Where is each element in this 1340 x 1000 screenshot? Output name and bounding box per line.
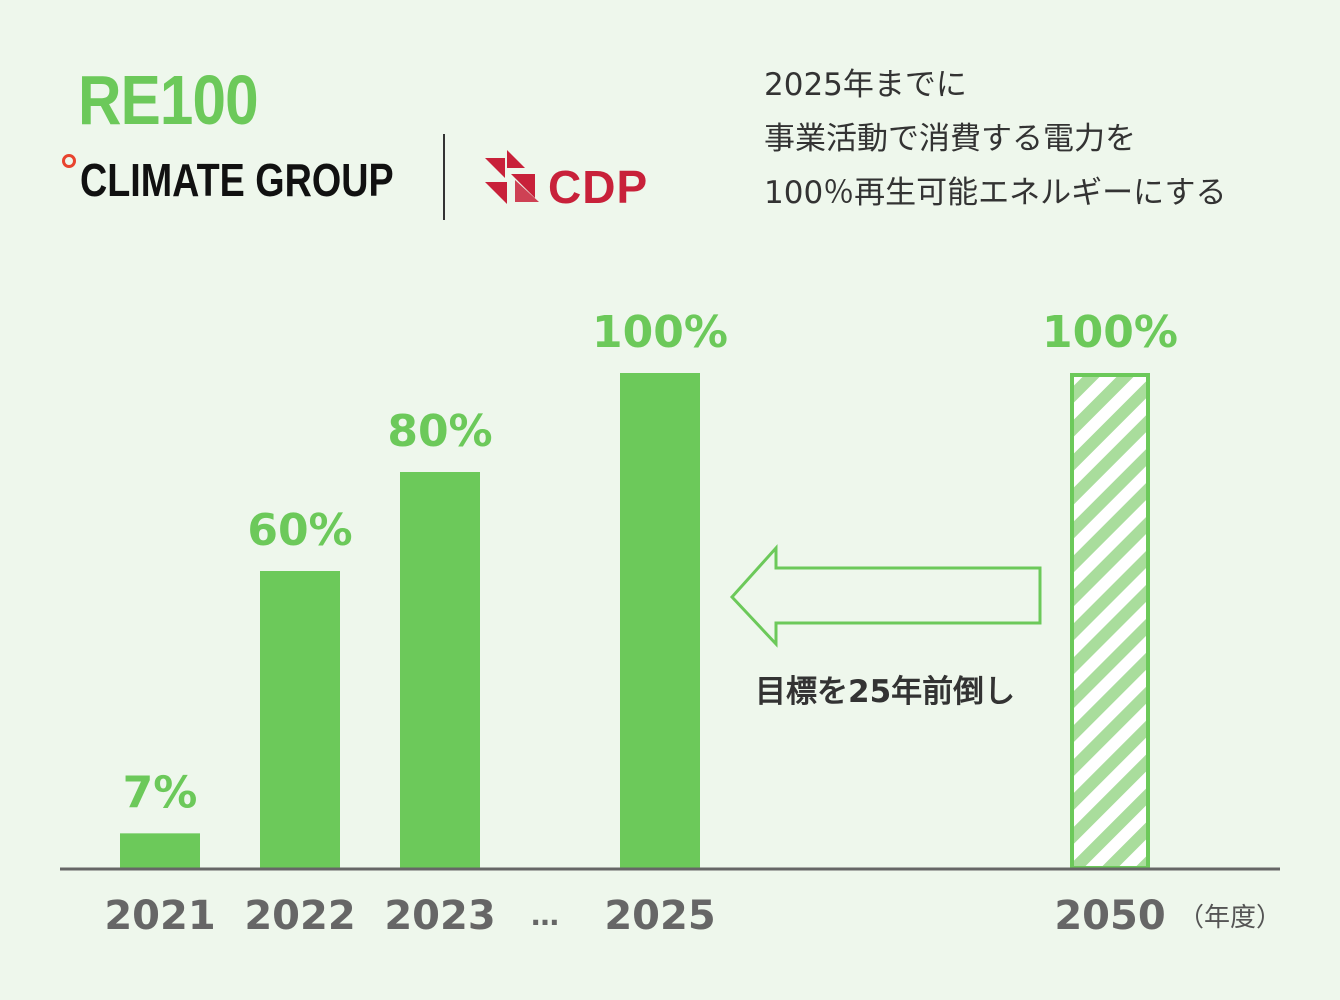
x-axis-ellipsis: …	[531, 899, 559, 932]
left-arrow-icon	[729, 544, 1042, 648]
data-label-2023: 80%	[387, 406, 492, 457]
x-tick-label-2021: 2021	[104, 893, 215, 939]
x-tick-label-2050: 2050	[1054, 893, 1165, 939]
data-label-2025: 100%	[592, 307, 728, 358]
data-label-2050: 100%	[1042, 307, 1178, 358]
bar-2022	[260, 571, 340, 868]
bar-2023	[400, 472, 480, 868]
cdp-logo-text: CDP	[548, 161, 649, 213]
description: 2025年までに 事業活動で消費する電力を 100％再生可能エネルギーにする	[764, 58, 1324, 220]
x-axis-unit-label: （年度）	[1178, 903, 1282, 933]
description-line-1: 2025年までに	[764, 67, 967, 103]
data-label-2022: 60%	[247, 505, 352, 556]
logo-divider	[443, 134, 445, 220]
x-tick-label-2023: 2023	[384, 893, 495, 939]
climate-group-dot-icon	[62, 154, 76, 168]
annotation-text: 目標を25年前倒し	[755, 674, 1015, 710]
x-tick-label-2025: 2025	[604, 893, 715, 939]
x-tick-label-2022: 2022	[244, 893, 355, 939]
cdp-mark-icon	[485, 150, 539, 204]
bar-2021	[120, 833, 200, 868]
data-label-2021: 7%	[123, 767, 198, 818]
climate-group-logo: CLIMATE GROUP	[80, 154, 394, 206]
description-line-2: 事業活動で消費する電力を	[764, 121, 1136, 157]
bar-2050-target	[1070, 373, 1150, 870]
bar-2025	[620, 373, 700, 868]
description-line-3: 100％再生可能エネルギーにする	[764, 175, 1227, 211]
re100-logo: RE100	[78, 61, 259, 139]
